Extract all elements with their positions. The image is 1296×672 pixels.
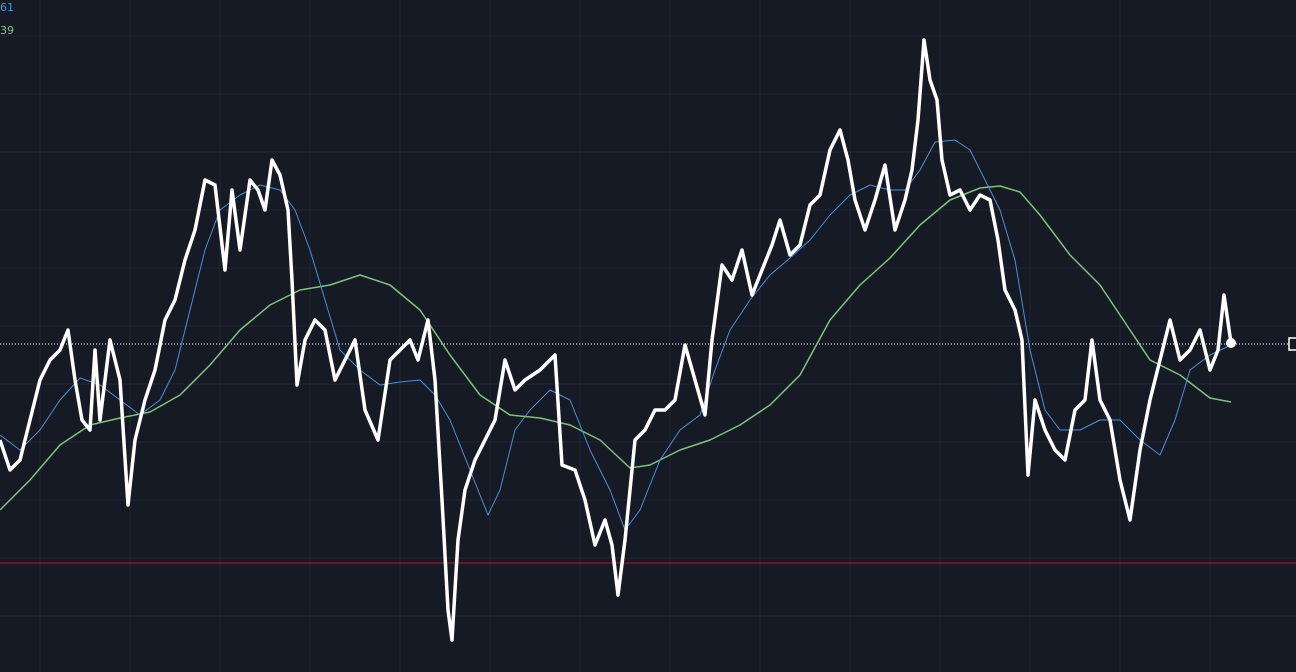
legend-value: 61 (0, 1, 14, 14)
reference-lines (0, 343, 1296, 564)
series-line (0, 38, 1233, 642)
series-lines (0, 38, 1236, 642)
series-line (0, 139, 1232, 531)
series-line (0, 185, 1232, 511)
legend-value: 39 (0, 24, 14, 37)
price-marker (1288, 337, 1296, 351)
last-point (1226, 338, 1236, 348)
